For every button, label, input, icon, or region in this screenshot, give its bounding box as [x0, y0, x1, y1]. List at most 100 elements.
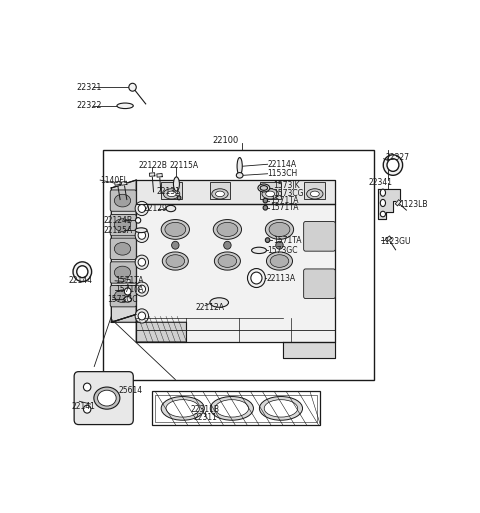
Ellipse shape: [265, 220, 294, 239]
Ellipse shape: [114, 219, 131, 231]
Text: 22125A: 22125A: [104, 226, 133, 235]
Text: 1140FL: 1140FL: [100, 175, 128, 185]
Circle shape: [135, 282, 148, 296]
FancyBboxPatch shape: [74, 371, 133, 425]
FancyBboxPatch shape: [110, 238, 136, 260]
Text: 1571TA: 1571TA: [115, 285, 144, 294]
Ellipse shape: [252, 247, 266, 253]
Text: 22141: 22141: [71, 402, 95, 410]
Ellipse shape: [114, 290, 131, 303]
Polygon shape: [125, 280, 130, 283]
Polygon shape: [136, 180, 335, 204]
Text: 22114A: 22114A: [267, 160, 297, 169]
Ellipse shape: [217, 222, 238, 236]
Bar: [103, 150, 374, 380]
Ellipse shape: [124, 297, 132, 302]
Circle shape: [138, 231, 145, 239]
Text: 1573GC: 1573GC: [267, 246, 298, 255]
Ellipse shape: [166, 255, 185, 267]
Text: 22311B: 22311B: [191, 405, 219, 415]
Ellipse shape: [124, 288, 131, 295]
Ellipse shape: [224, 241, 231, 249]
Polygon shape: [115, 181, 120, 185]
Ellipse shape: [97, 390, 116, 406]
Ellipse shape: [311, 191, 319, 196]
FancyBboxPatch shape: [304, 222, 335, 251]
Ellipse shape: [380, 200, 385, 207]
Text: 1571TA: 1571TA: [270, 196, 299, 205]
Ellipse shape: [380, 189, 385, 196]
Circle shape: [251, 272, 262, 284]
Polygon shape: [136, 204, 335, 342]
Circle shape: [248, 268, 265, 287]
Ellipse shape: [258, 184, 270, 192]
Ellipse shape: [276, 241, 283, 249]
Ellipse shape: [84, 405, 91, 413]
Ellipse shape: [165, 222, 186, 236]
FancyBboxPatch shape: [110, 286, 136, 307]
Ellipse shape: [117, 103, 133, 109]
Text: 1573CG: 1573CG: [273, 189, 303, 198]
Text: 22341: 22341: [369, 177, 393, 187]
Text: 22113A: 22113A: [266, 273, 296, 283]
Bar: [152, 391, 321, 425]
Ellipse shape: [161, 397, 204, 420]
Bar: [210, 183, 230, 199]
Ellipse shape: [167, 191, 176, 196]
Text: 1571TA: 1571TA: [115, 277, 144, 285]
Ellipse shape: [166, 205, 176, 212]
Ellipse shape: [213, 220, 241, 239]
FancyBboxPatch shape: [110, 262, 136, 283]
Ellipse shape: [237, 157, 242, 175]
Text: 1153CH: 1153CH: [267, 169, 298, 178]
Text: 22112A: 22112A: [196, 303, 225, 312]
Polygon shape: [121, 181, 127, 185]
Ellipse shape: [212, 189, 228, 199]
Circle shape: [138, 312, 145, 320]
Ellipse shape: [307, 189, 323, 199]
Ellipse shape: [163, 189, 180, 199]
Ellipse shape: [259, 397, 302, 420]
Text: 1571TA: 1571TA: [273, 235, 301, 245]
Circle shape: [129, 83, 136, 91]
Ellipse shape: [266, 252, 292, 270]
Bar: [161, 183, 182, 199]
Circle shape: [138, 285, 145, 293]
Ellipse shape: [161, 220, 190, 239]
Ellipse shape: [210, 397, 253, 420]
Polygon shape: [283, 342, 335, 358]
Text: 1571TA: 1571TA: [270, 203, 299, 212]
Ellipse shape: [215, 252, 240, 270]
Ellipse shape: [172, 241, 179, 249]
Text: 22124B: 22124B: [104, 216, 133, 225]
Ellipse shape: [260, 186, 267, 190]
Text: 25614: 25614: [119, 386, 143, 394]
Text: 22144: 22144: [68, 277, 92, 285]
FancyBboxPatch shape: [110, 214, 136, 236]
Text: 22115A: 22115A: [170, 161, 199, 170]
Ellipse shape: [135, 218, 141, 223]
Ellipse shape: [380, 211, 385, 217]
Ellipse shape: [218, 255, 237, 267]
Ellipse shape: [264, 400, 298, 417]
Text: 22327: 22327: [385, 153, 409, 162]
Text: 22129: 22129: [144, 204, 167, 213]
Ellipse shape: [114, 266, 131, 279]
Circle shape: [135, 228, 148, 243]
Ellipse shape: [270, 255, 289, 267]
Polygon shape: [149, 173, 155, 176]
Circle shape: [387, 159, 399, 171]
Ellipse shape: [236, 172, 243, 178]
Text: 22321: 22321: [77, 83, 102, 92]
Ellipse shape: [263, 198, 267, 203]
Polygon shape: [396, 200, 401, 206]
Text: 22322: 22322: [77, 101, 102, 110]
Bar: [155, 394, 317, 422]
Text: 1573JK: 1573JK: [273, 182, 300, 190]
Ellipse shape: [114, 243, 131, 255]
Ellipse shape: [269, 222, 290, 236]
Circle shape: [138, 205, 145, 212]
Polygon shape: [157, 173, 162, 177]
Bar: [260, 183, 281, 199]
Circle shape: [135, 202, 148, 215]
